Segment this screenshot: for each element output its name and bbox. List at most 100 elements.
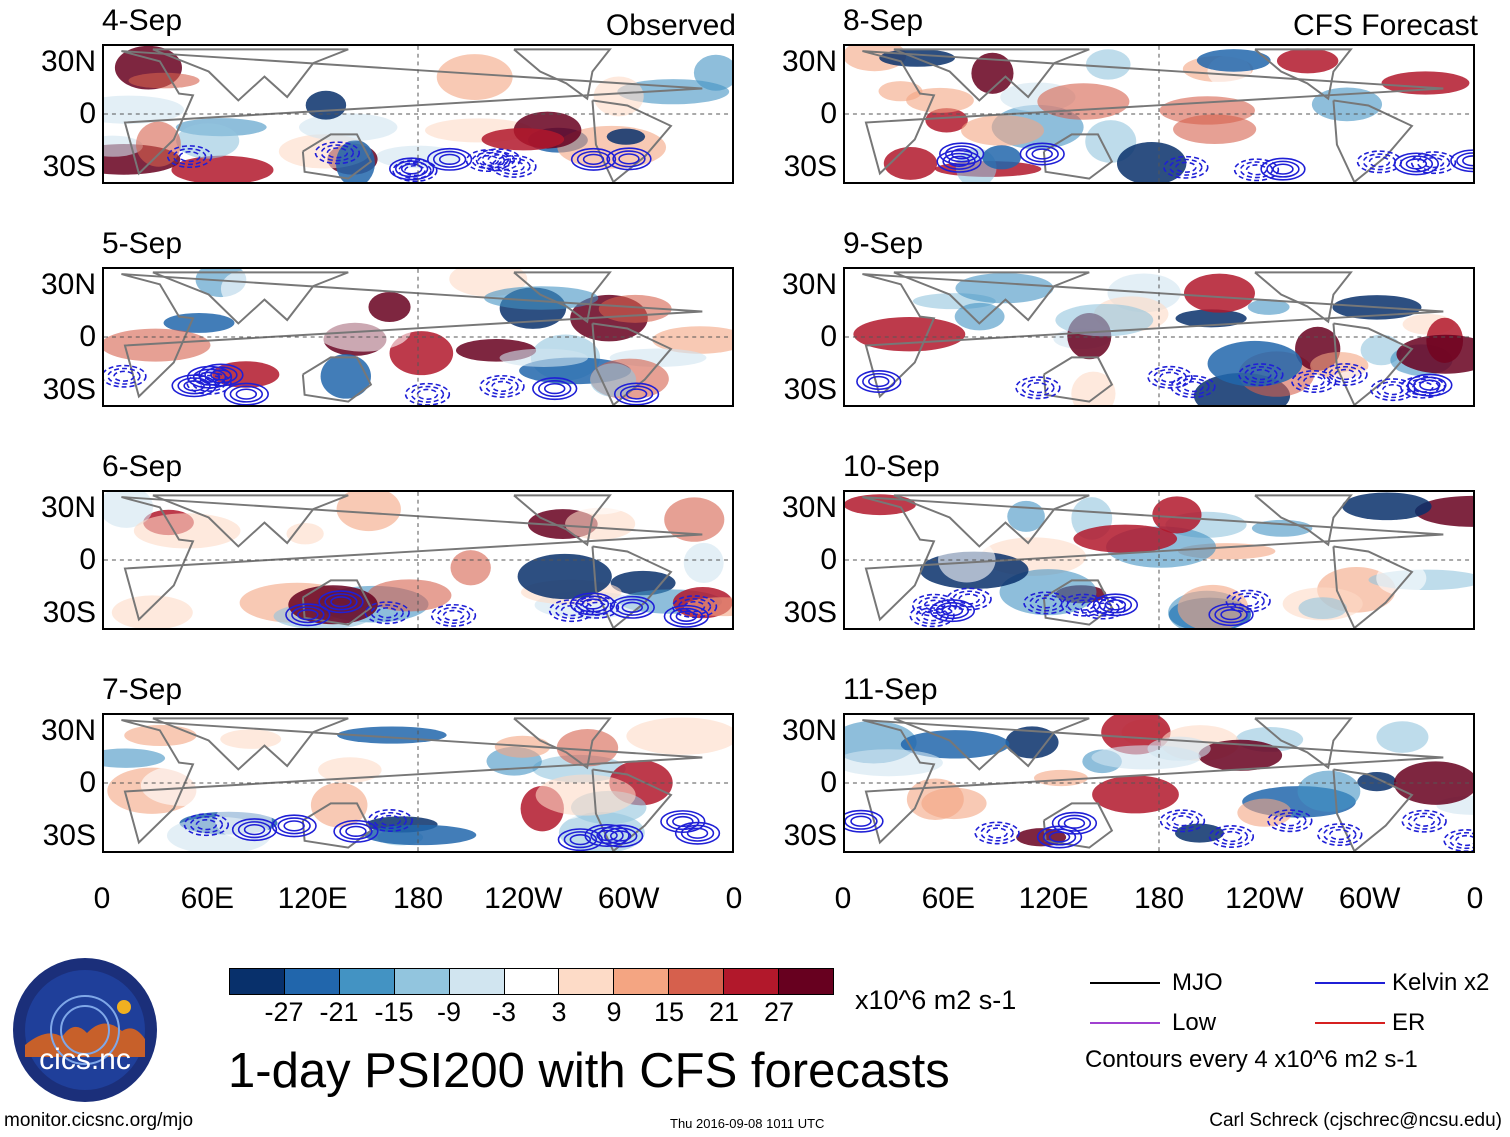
kelvin-contour [479, 374, 525, 398]
chart-title: 1-day PSI200 with CFS forecasts [228, 1044, 950, 1098]
coastline [1254, 494, 1353, 547]
kelvin-contour [432, 150, 467, 168]
lat-tick-label: 30S [42, 595, 96, 629]
kelvin-contour [563, 831, 598, 849]
kelvin-contour [1042, 828, 1077, 846]
kelvin-contour [980, 824, 1014, 842]
lat-tick-label: 30N [781, 490, 837, 524]
kelvin-contour [1029, 594, 1063, 612]
kelvin-contour [320, 144, 355, 162]
field-shading [1247, 299, 1290, 315]
field-shading [1173, 114, 1257, 144]
kelvin-contour [1245, 164, 1268, 176]
kelvin-contour [485, 377, 519, 395]
field-shading [1152, 496, 1202, 534]
field-shading [104, 328, 211, 362]
colorbar [229, 968, 834, 995]
lat-tick-label: 0 [820, 543, 837, 576]
kelvin-contour [1399, 155, 1434, 173]
field-shading [1092, 775, 1179, 814]
field-shading [286, 522, 324, 545]
coastline [513, 271, 612, 324]
kelvin-contour [1048, 831, 1071, 843]
kelvin-contour [1225, 589, 1271, 613]
lon-tick-label: 60W [597, 882, 660, 915]
kelvin-contour [1214, 606, 1248, 624]
field-shading [1073, 524, 1178, 553]
kelvin-contour [324, 593, 358, 611]
kelvin-contour [436, 606, 471, 624]
kelvin-contour [952, 590, 986, 608]
panel-date-obs-1: 5-Sep [102, 227, 183, 260]
kelvin-contour [606, 147, 652, 171]
kelvin-contour [672, 815, 694, 828]
kelvin-contour [1025, 145, 1059, 163]
kelvin-contour [663, 604, 709, 628]
kelvin-contour [471, 152, 506, 170]
lat-tick-label: 0 [820, 766, 837, 799]
field-shading [1175, 309, 1247, 328]
legend-label-kelvin: Kelvin x2 [1392, 969, 1490, 996]
colorbar-tick-label: 9 [606, 997, 622, 1027]
kelvin-contour [532, 377, 578, 401]
kelvin-contour [183, 813, 230, 837]
kelvin-contour [1267, 809, 1313, 833]
field-shading [163, 312, 235, 333]
kelvin-contour [503, 160, 525, 173]
kelvin-contour [339, 822, 373, 840]
kelvin-contour [1382, 384, 1404, 396]
footer-url[interactable]: monitor.cicsnc.org/mjo [4, 1110, 194, 1131]
kelvin-contour [1238, 363, 1284, 387]
map-panel-fc-1 [843, 267, 1475, 407]
kelvin-contour [868, 375, 890, 388]
field-shading [364, 824, 477, 846]
kelvin-contour [909, 604, 955, 628]
coastline [893, 271, 1090, 325]
colorbar-tick-label: 15 [653, 997, 685, 1027]
lon-tick-label: 60E [921, 882, 976, 915]
kelvin-contour [389, 157, 435, 181]
kelvin-contour [1407, 373, 1453, 397]
kelvin-contour [1413, 815, 1435, 827]
field-shading [499, 348, 588, 367]
field-shading [610, 570, 676, 596]
kelvin-contour [570, 147, 617, 171]
footer-author: Carl Schreck (cjschrec@ncsu.edu) [1209, 1110, 1502, 1131]
lon-tick-label: 60W [1338, 882, 1401, 915]
kelvin-contour [609, 595, 655, 619]
kelvin-contour [186, 365, 233, 389]
panel-date-obs-3: 7-Sep [102, 673, 183, 706]
coastline [1332, 99, 1414, 182]
contour-note: Contours every 4 x10^6 m2 s-1 [1085, 1046, 1418, 1073]
field-shading [305, 90, 347, 120]
lat-tick-label: 30S [42, 818, 96, 852]
field-shading [693, 54, 732, 91]
coastline [893, 717, 1090, 771]
coastline [1332, 768, 1414, 851]
kelvin-contour [1220, 830, 1243, 843]
kelvin-contour [944, 145, 979, 163]
field-shading [1381, 71, 1470, 95]
field-shading [845, 749, 943, 777]
field-shading [961, 115, 1045, 146]
kelvin-contour [850, 815, 872, 827]
field-shading [104, 492, 154, 528]
colorbar-swatch [449, 969, 505, 994]
map-panel-obs-2 [102, 490, 734, 630]
coastline [121, 496, 703, 622]
field-shading [111, 595, 193, 628]
lat-tick-label: 0 [79, 320, 96, 353]
kelvin-contour [1410, 151, 1457, 175]
field-shading [883, 147, 938, 180]
kelvin-contour [1449, 831, 1473, 850]
field-shading [171, 155, 274, 182]
kelvin-contour [1273, 812, 1307, 830]
kelvin-contour [178, 150, 201, 163]
kelvin-contour [1317, 823, 1363, 847]
field-shading [626, 717, 732, 755]
kelvin-contour [400, 163, 423, 175]
kelvin-contour [845, 812, 878, 830]
kelvin-contour [491, 154, 537, 178]
kelvin-contour [1176, 378, 1210, 396]
coastline [1254, 271, 1353, 324]
